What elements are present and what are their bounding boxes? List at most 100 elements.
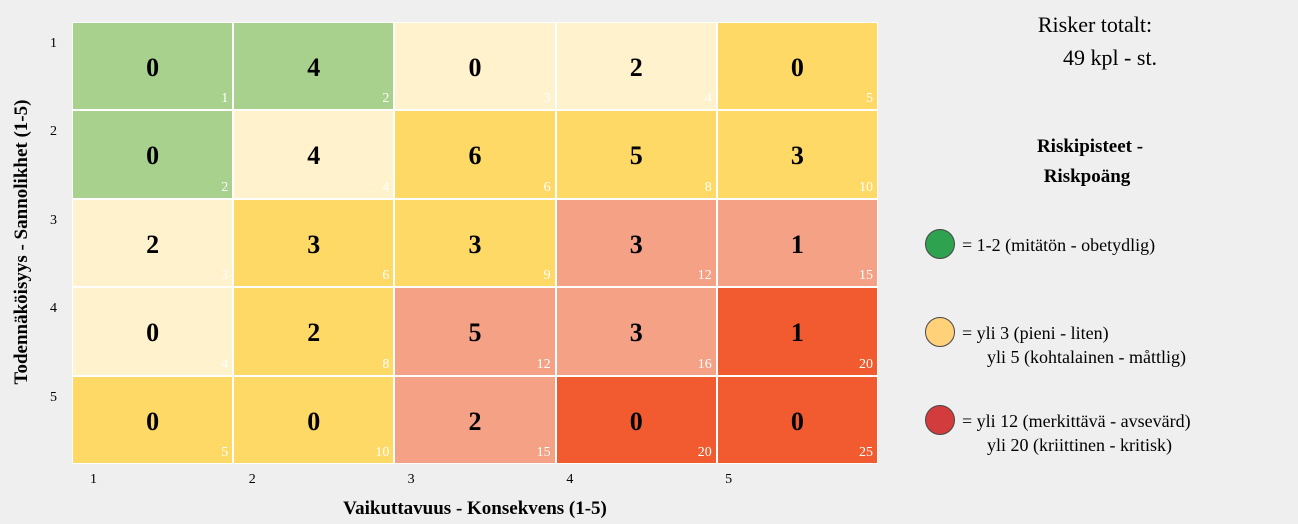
y-tick-label: 3 — [50, 212, 57, 228]
cell-count: 3 — [468, 229, 482, 259]
cell-score: 4 — [221, 356, 229, 372]
matrix-cell: 2 15 — [394, 375, 556, 464]
cell-score: 15 — [858, 268, 873, 284]
cell-count: 3 — [629, 318, 643, 348]
legend-swatch — [925, 405, 955, 435]
cell-count: 2 — [468, 406, 482, 436]
matrix-cell: 1 15 — [716, 198, 878, 288]
cell-count: 1 — [790, 318, 804, 348]
cell-count: 5 — [629, 141, 643, 171]
matrix-cell: 0 20 — [555, 375, 717, 464]
x-tick-label: 4 — [566, 472, 574, 487]
cell-count: 2 — [146, 229, 160, 259]
cell-count: 3 — [629, 229, 643, 259]
cell-count: 0 — [307, 406, 321, 436]
cell-count: 2 — [307, 318, 321, 348]
y-axis-title: Todennäköisyys - Sannolikhet (1-5) — [11, 99, 32, 385]
cell-count: 2 — [629, 53, 643, 82]
y-tick-label: 2 — [50, 124, 57, 140]
cell-score: 5 — [865, 91, 873, 107]
cell-score: 9 — [543, 268, 551, 284]
matrix-cell: 0 25 — [716, 375, 878, 464]
matrix-cell: 3 10 — [716, 110, 878, 199]
x-axis-title: Vaikuttavuus - Konsekvens (1-5) — [343, 498, 607, 519]
x-tick-label: 1 — [90, 472, 97, 487]
y-tick-label: 1 — [50, 36, 57, 51]
cell-count: 0 — [629, 406, 643, 436]
cell-count: 0 — [146, 53, 160, 82]
legend-swatch — [925, 317, 955, 347]
cell-count: 3 — [790, 141, 804, 171]
cell-score: 10 — [375, 444, 390, 460]
cell-count: 4 — [307, 53, 321, 82]
cell-score: 20 — [858, 356, 873, 372]
legend-text: = yli 3 (pieni - liten) — [962, 323, 1109, 343]
x-tick-label: 3 — [407, 472, 415, 487]
cell-count: 6 — [468, 141, 482, 171]
legend-title: Riskipisteet - — [1036, 136, 1144, 157]
summary-label: Risker totalt: — [1037, 12, 1153, 37]
cell-score: 20 — [697, 444, 712, 460]
cell-score: 1 — [221, 91, 229, 107]
cell-count: 0 — [468, 53, 482, 82]
cell-score: 8 — [704, 179, 712, 195]
legend-text: = 1-2 (mitätön - obetydlig) — [962, 235, 1156, 255]
cell-score: 4 — [704, 91, 712, 107]
legend-text: = yli 12 (merkittävä - avsevärd) — [962, 411, 1191, 431]
cell-score: 6 — [543, 179, 551, 195]
cell-count: 0 — [146, 406, 160, 436]
cell-score: 2 — [382, 91, 390, 107]
cell-count: 0 — [146, 141, 160, 171]
y-tick-label: 5 — [50, 389, 57, 405]
legend-title: Riskpoäng — [1043, 166, 1131, 187]
cell-score: 5 — [221, 444, 229, 460]
matrix: 0 1 4 2 0 3 2 4 0 5 0 2 4 4 6 6 5 8 3 10 2 3 3 6 3 9 3 12 1 15 0 4 2 8 5 12… — [72, 22, 878, 464]
matrix-cell: 3 16 — [555, 287, 717, 376]
matrix-cell: 0 10 — [233, 375, 395, 464]
matrix-cell: 1 20 — [716, 287, 878, 376]
legend-text: yli 20 (kriittinen - kritisk) — [987, 435, 1172, 455]
cell-score: 6 — [382, 268, 390, 284]
cell-count: 5 — [468, 318, 482, 348]
cell-score: 12 — [697, 268, 712, 284]
cell-count: 1 — [790, 229, 804, 259]
cell-score: 2 — [221, 179, 229, 195]
cell-count: 0 — [146, 318, 160, 348]
cell-count: 3 — [307, 229, 321, 259]
cell-score: 10 — [858, 179, 873, 195]
cell-score: 4 — [382, 179, 390, 195]
y-tick-label: 4 — [50, 301, 57, 317]
cell-count: 0 — [790, 406, 804, 436]
cell-score: 3 — [221, 268, 229, 284]
cell-score: 12 — [536, 356, 551, 372]
x-tick-label: 2 — [248, 472, 256, 487]
cell-score: 8 — [382, 356, 390, 372]
cell-score: 3 — [543, 91, 551, 107]
x-tick-label: 5 — [725, 472, 733, 487]
matrix-cell: 5 12 — [394, 287, 556, 376]
cell-score: 25 — [858, 444, 873, 460]
cell-score: 15 — [536, 444, 551, 460]
matrix-cell: 3 12 — [555, 198, 717, 288]
cell-count: 0 — [790, 53, 804, 82]
cell-count: 4 — [307, 141, 321, 171]
summary-total: 49 kpl - st. — [1062, 45, 1158, 70]
cell-score: 16 — [697, 356, 712, 372]
legend-text: yli 5 (kohtalainen - måttlig) — [987, 347, 1186, 367]
